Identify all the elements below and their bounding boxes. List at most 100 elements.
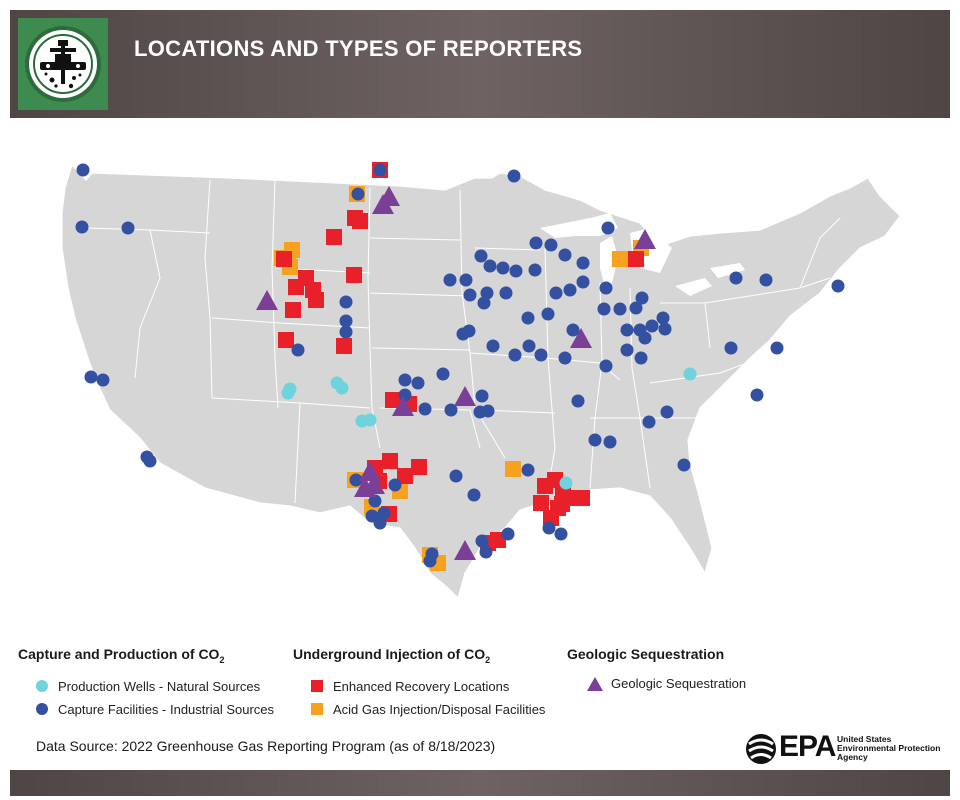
capture-facility-marker bbox=[480, 286, 494, 300]
capture-facility-marker bbox=[549, 286, 563, 300]
legend-heading-sub: 2 bbox=[219, 654, 225, 665]
capture-facility-marker bbox=[418, 402, 432, 416]
capture-facility-marker bbox=[831, 279, 845, 293]
capture-facility-marker bbox=[508, 348, 522, 362]
capture-facility-marker bbox=[425, 547, 439, 561]
capture-facility-marker bbox=[449, 469, 463, 483]
capture-facility-marker bbox=[477, 296, 491, 310]
production-well-marker bbox=[559, 476, 573, 490]
enhanced-recovery-marker bbox=[336, 338, 352, 354]
capture-facility-marker bbox=[601, 221, 615, 235]
capture-facility-marker bbox=[373, 163, 387, 177]
capture-facility-marker bbox=[770, 341, 784, 355]
capture-facility-marker bbox=[398, 388, 412, 402]
capture-facility-marker bbox=[521, 463, 535, 477]
capture-facility-marker bbox=[84, 370, 98, 384]
capture-facility-marker bbox=[462, 324, 476, 338]
enhanced-recovery-marker bbox=[352, 213, 368, 229]
capture-facility-marker bbox=[613, 302, 627, 316]
capture-facility-marker bbox=[642, 415, 656, 429]
capture-facility-marker bbox=[499, 286, 513, 300]
capture-facility-marker bbox=[351, 187, 365, 201]
legend-group-injection: Underground Injection of CO2 Enhanced Re… bbox=[293, 646, 545, 721]
capture-facility-marker bbox=[566, 323, 580, 337]
enhanced-recovery-marker bbox=[411, 459, 427, 475]
injection-well-icon bbox=[25, 26, 101, 102]
enhanced-recovery-marker bbox=[346, 267, 362, 283]
capture-facility-marker bbox=[339, 295, 353, 309]
conus-landmass bbox=[61, 163, 901, 600]
acid-gas-facility-marker bbox=[612, 251, 628, 267]
capture-facility-marker bbox=[475, 389, 489, 403]
capture-facility-marker bbox=[544, 238, 558, 252]
capture-facility-marker bbox=[459, 273, 473, 287]
capture-facility-marker bbox=[558, 248, 572, 262]
legend-group-geologic: Geologic Sequestration Geologic Sequestr… bbox=[567, 646, 746, 695]
capture-facility-marker bbox=[638, 331, 652, 345]
legend-heading-injection: Underground Injection of CO2 bbox=[293, 646, 545, 665]
capture-facility-marker bbox=[576, 275, 590, 289]
capture-facility-marker bbox=[528, 263, 542, 277]
legend-heading-capture: Capture and Production of CO2 bbox=[18, 646, 274, 665]
capture-facility-marker bbox=[509, 264, 523, 278]
enhanced-recovery-marker bbox=[308, 292, 324, 308]
capture-facility-marker bbox=[443, 273, 457, 287]
enhanced-recovery-marker bbox=[285, 302, 301, 318]
acid-gas-facility-marker bbox=[505, 461, 521, 477]
capture-facility-marker bbox=[529, 236, 543, 250]
capture-facility-marker bbox=[571, 394, 585, 408]
legend-label: Production Wells - Natural Sources bbox=[58, 678, 261, 694]
capture-facility-marker bbox=[75, 220, 89, 234]
footer-bar bbox=[10, 770, 950, 796]
program-logo bbox=[18, 18, 108, 110]
legend-label: Capture Facilities - Industrial Sources bbox=[58, 701, 275, 717]
capture-facility-marker bbox=[475, 534, 489, 548]
enhanced-recovery-marker bbox=[533, 495, 549, 511]
capture-facility-marker bbox=[368, 494, 382, 508]
legend-heading-text: Capture and Production of CO bbox=[18, 646, 220, 662]
legend-item-acid-gas: Acid Gas Injection/Disposal Facilities bbox=[311, 698, 545, 721]
title-banner: LOCATIONS AND TYPES OF REPORTERS bbox=[10, 10, 950, 118]
epa-wordmark: EPA bbox=[779, 730, 836, 763]
enhanced-recovery-marker bbox=[276, 251, 292, 267]
geologic-sequestration-marker bbox=[354, 477, 376, 497]
legend-item-enhanced-recovery: Enhanced Recovery Locations bbox=[311, 675, 545, 698]
capture-facility-marker bbox=[635, 291, 649, 305]
capture-facility-marker bbox=[474, 249, 488, 263]
capture-facility-marker bbox=[481, 404, 495, 418]
production-well-marker bbox=[335, 381, 349, 395]
capture-facility-marker bbox=[96, 373, 110, 387]
geologic-sequestration-marker bbox=[570, 328, 592, 348]
capture-facility-marker bbox=[759, 273, 773, 287]
capture-facility-marker bbox=[599, 359, 613, 373]
page-title: LOCATIONS AND TYPES OF REPORTERS bbox=[134, 36, 583, 61]
light-blue-circle-icon bbox=[36, 680, 48, 693]
legend-label: Acid Gas Injection/Disposal Facilities bbox=[333, 701, 546, 717]
legend-item-production-wells: Production Wells - Natural Sources bbox=[36, 675, 274, 698]
capture-facility-marker bbox=[463, 288, 477, 302]
epa-flower-icon bbox=[746, 734, 776, 764]
capture-facility-marker bbox=[620, 343, 634, 357]
enhanced-recovery-marker bbox=[382, 453, 398, 469]
capture-facility-marker bbox=[660, 405, 674, 419]
capture-facility-marker bbox=[388, 478, 402, 492]
enhanced-recovery-marker bbox=[385, 392, 401, 408]
enhanced-recovery-marker bbox=[628, 251, 644, 267]
capture-facility-marker bbox=[291, 343, 305, 357]
geologic-sequestration-marker bbox=[634, 229, 656, 249]
capture-facility-marker bbox=[603, 435, 617, 449]
us-map-svg bbox=[61, 162, 901, 600]
geologic-sequestration-marker bbox=[256, 290, 278, 310]
capture-facility-marker bbox=[645, 319, 659, 333]
capture-facility-marker bbox=[541, 307, 555, 321]
capture-facility-marker bbox=[496, 261, 510, 275]
capture-facility-marker bbox=[656, 311, 670, 325]
data-source-note: Data Source: 2022 Greenhouse Gas Reporti… bbox=[36, 738, 496, 754]
legend-item-capture-facilities: Capture Facilities - Industrial Sources bbox=[36, 698, 274, 721]
geologic-sequestration-marker bbox=[454, 386, 476, 406]
capture-facility-marker bbox=[542, 521, 556, 535]
agency-line: United States bbox=[837, 734, 892, 744]
legend-label: Enhanced Recovery Locations bbox=[333, 678, 510, 694]
capture-facility-marker bbox=[554, 527, 568, 541]
epa-logo: EPA United States Environmental Protecti… bbox=[745, 730, 945, 770]
